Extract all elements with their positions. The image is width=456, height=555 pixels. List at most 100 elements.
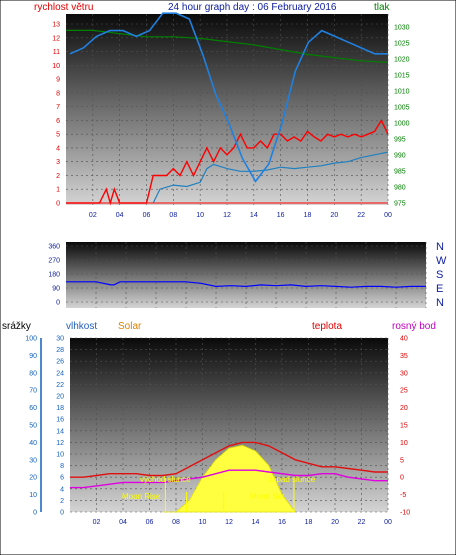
temp-tick-label: 35 — [400, 353, 408, 360]
temp-tick-label: 30 — [400, 370, 408, 377]
direction-panel-grid — [66, 242, 427, 308]
dewpoint-line — [70, 469, 388, 489]
precip-tick-label: 60 — [29, 405, 37, 412]
temp-time-tick-label: 10 — [199, 519, 207, 526]
wind-speed-tick-label: 3 — [56, 159, 60, 166]
wind-speed-tick-label: 5 — [56, 132, 60, 139]
humidity-label: vlhkost — [66, 321, 97, 332]
compass-label: N — [436, 241, 444, 253]
humidity-tick-label: 26 — [56, 359, 64, 366]
solar-label: Solar — [118, 321, 142, 332]
temp-tick-label: 10 — [400, 440, 408, 447]
direction-degree-axis: 360 270 180 90 0 — [48, 244, 60, 307]
temp-tick-label: -5 — [400, 492, 406, 499]
precip-label: srážky — [2, 321, 31, 332]
temp-panel-series — [69, 12, 388, 489]
temp-tick-label: 40 — [400, 336, 408, 343]
humidity-tick-label: 16 — [56, 417, 64, 424]
wind-time-tick-label: 02 — [89, 212, 97, 219]
temp-time-tick-label: 00 — [384, 519, 392, 526]
wind-time-tick-label: 00 — [384, 212, 392, 219]
humidity-tick-label: 18 — [56, 405, 64, 412]
precip-tick-label: 100 — [25, 336, 37, 343]
pressure-label: tlak — [374, 2, 391, 13]
wind-average-line — [152, 151, 389, 204]
temperature-label: teplota — [312, 321, 342, 332]
compass-label: N — [436, 297, 444, 309]
pressure-tick-label: 980 — [394, 185, 406, 192]
precip-tick-label: 90 — [29, 353, 37, 360]
wind-panel-series — [66, 29, 389, 206]
wind-time-tick-label: 22 — [357, 212, 365, 219]
humidity-tick-label: 4 — [60, 486, 64, 493]
precip-tick-label: 20 — [29, 475, 37, 482]
direction-degree-label: 90 — [52, 286, 60, 293]
wind-time-tick-label: 10 — [196, 212, 204, 219]
humidity-tick-label: 12 — [56, 440, 64, 447]
direction-degree-label: 180 — [48, 272, 60, 279]
precip-tick-label: 50 — [29, 423, 37, 430]
wind-speed-tick-label: 2 — [56, 173, 60, 180]
humidity-tick-label: 20 — [56, 394, 64, 401]
temperature-line — [70, 441, 388, 478]
wind-speed-tick-label: 12 — [52, 35, 60, 42]
temp-time-tick-label: 20 — [331, 519, 339, 526]
pressure-tick-label: 990 — [394, 153, 406, 160]
temp-tick-label: 25 — [400, 388, 408, 395]
humidity-tick-label: 2 — [60, 498, 64, 505]
compass-label: W — [436, 255, 447, 267]
wind-time-tick-label: 20 — [330, 212, 338, 219]
temp-time-axis: 02 04 06 08 10 12 14 16 18 20 22 00 — [93, 519, 392, 526]
wind-speed-tick-label: 11 — [53, 49, 60, 56]
wind-time-tick-label: 14 — [250, 212, 258, 219]
precip-tick-label: 30 — [29, 457, 37, 464]
astro-annotations: východ slunce západ slunce Moon Rise Moon S… — [122, 475, 316, 512]
wind-speed-label: rychlost větru — [34, 2, 93, 13]
wind-speed-line — [66, 118, 389, 206]
temp-tick-label: 5 — [400, 457, 404, 464]
wind-time-tick-label: 04 — [116, 212, 124, 219]
wind-direction-line — [66, 281, 426, 288]
pressure-tick-label: 1030 — [394, 25, 410, 32]
temp-tick-label: 15 — [400, 423, 408, 430]
temp-panel-grid — [70, 337, 389, 513]
wind-speed-tick-label: 7 — [56, 104, 60, 111]
wind-time-axis: 02 04 06 08 10 12 14 16 18 20 22 00 — [89, 212, 392, 219]
pressure-tick-label: 1020 — [394, 57, 410, 64]
humidity-tick-label: 6 — [60, 475, 64, 482]
compass-label: E — [436, 283, 443, 295]
temp-time-tick-label: 08 — [172, 519, 180, 526]
astro-label-moonset: Moon Set — [250, 492, 285, 501]
wind-time-tick-label: 08 — [169, 212, 177, 219]
temp-time-tick-label: 16 — [278, 519, 286, 526]
pressure-axis: 1030 1025 1020 1015 1010 1005 1000 995 990 985 980… — [394, 25, 410, 208]
pressure-tick-label: 1010 — [394, 89, 410, 96]
wind-speed-tick-label: 4 — [56, 145, 60, 152]
humidity-tick-label: 0 — [60, 510, 64, 517]
humidity-tick-label: 22 — [56, 382, 64, 389]
wind-speed-tick-label: 6 — [56, 118, 60, 125]
humidity-tick-label: 10 — [56, 452, 64, 459]
wind-speed-tick-label: 8 — [56, 90, 60, 97]
humidity-tick-label: 30 — [56, 336, 64, 343]
wind-speed-tick-label: 13 — [52, 22, 60, 29]
compass-label: S — [436, 269, 443, 281]
temp-time-tick-label: 18 — [305, 519, 313, 526]
precip-tick-label: 0 — [33, 510, 37, 517]
temp-tick-label: 0 — [400, 475, 404, 482]
pressure-tick-label: 985 — [394, 169, 406, 176]
precip-tick-label: 70 — [29, 388, 37, 395]
temp-time-tick-label: 14 — [252, 519, 260, 526]
wind-speed-tick-label: 0 — [56, 201, 60, 208]
wind-time-tick-label: 06 — [143, 212, 151, 219]
temp-panel-axes: 3028262422201816141210864201009080706050… — [25, 336, 410, 517]
temp-time-tick-label: 02 — [93, 519, 101, 526]
humidity-line — [69, 12, 388, 183]
wind-time-tick-label: 18 — [304, 212, 312, 219]
direction-panel-series — [66, 281, 426, 288]
temp-tick-label: 20 — [400, 405, 408, 412]
humidity-tick-label: 8 — [60, 463, 64, 470]
